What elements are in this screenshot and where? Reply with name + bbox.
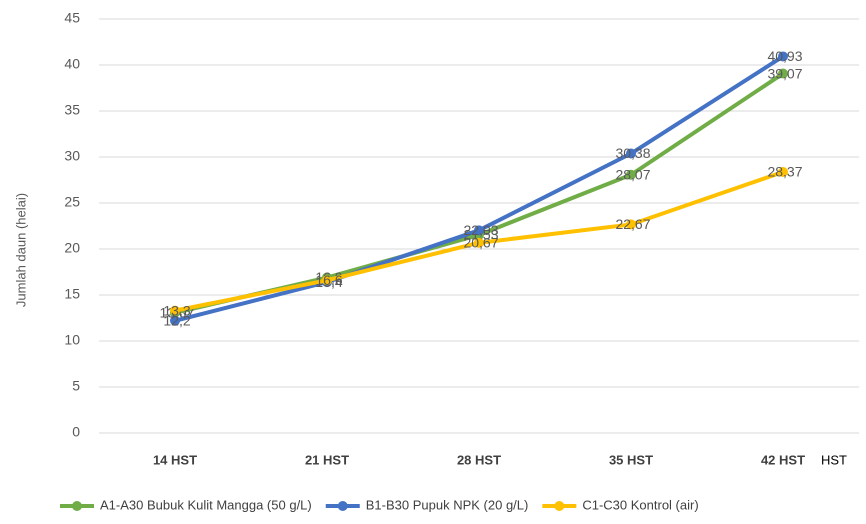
data-point	[778, 51, 788, 62]
y-tick-label: 0	[72, 424, 80, 440]
y-tick-label: 40	[64, 56, 80, 72]
legend-marker	[337, 501, 348, 511]
legend-label: C1-C30 Kontrol (air)	[582, 497, 698, 512]
y-axis-label: Jumlah daun (helai)	[13, 193, 28, 307]
x-tick-label: 14 HST	[153, 452, 197, 467]
data-point	[170, 305, 180, 316]
data-point	[474, 237, 484, 248]
data-point	[778, 68, 788, 79]
y-tick-label: 15	[64, 286, 80, 302]
data-point	[322, 275, 332, 286]
x-tick-label: 42 HST	[761, 452, 805, 467]
series-line	[174, 54, 785, 323]
legend-marker	[72, 501, 82, 511]
series-line	[174, 71, 785, 315]
data-label: 20,67	[463, 235, 498, 251]
data-label: 13,3	[163, 302, 190, 318]
data-label: 40,93	[767, 48, 802, 64]
y-tick-label: 35	[64, 102, 80, 118]
x-tick-label: 21 HST	[305, 452, 349, 467]
data-point	[778, 166, 788, 177]
data-label: 22,67	[615, 216, 650, 232]
y-tick-label: 25	[64, 194, 80, 210]
data-point	[626, 148, 636, 159]
data-label: 12,2	[163, 312, 190, 328]
x-tick-label: 35 HST	[609, 452, 653, 467]
legend-label: B1-B30 Pupuk NPK (20 g/L)	[366, 497, 529, 512]
y-tick-label: 20	[64, 240, 80, 256]
data-point	[474, 225, 484, 236]
y-tick-label: 30	[64, 148, 80, 164]
data-label: 22,03	[463, 222, 498, 238]
data-label: 30,38	[615, 145, 650, 161]
data-point	[170, 315, 180, 326]
x-tick-label: 28 HST	[457, 452, 501, 467]
data-label: 28,37	[767, 164, 802, 180]
data-point	[626, 169, 636, 180]
x-axis-label: HST	[821, 452, 847, 467]
y-tick-label: 10	[64, 332, 80, 348]
data-label: 16,6	[315, 272, 342, 288]
data-label: 28,07	[615, 166, 650, 182]
y-tick-label: 5	[72, 378, 80, 394]
data-label: 39,07	[767, 65, 802, 81]
legend-label: A1-A30 Bubuk Kulit Mangga (50 g/L)	[100, 497, 312, 512]
legend-marker	[554, 501, 565, 511]
data-point	[626, 219, 636, 230]
y-tick-label: 45	[64, 10, 80, 26]
